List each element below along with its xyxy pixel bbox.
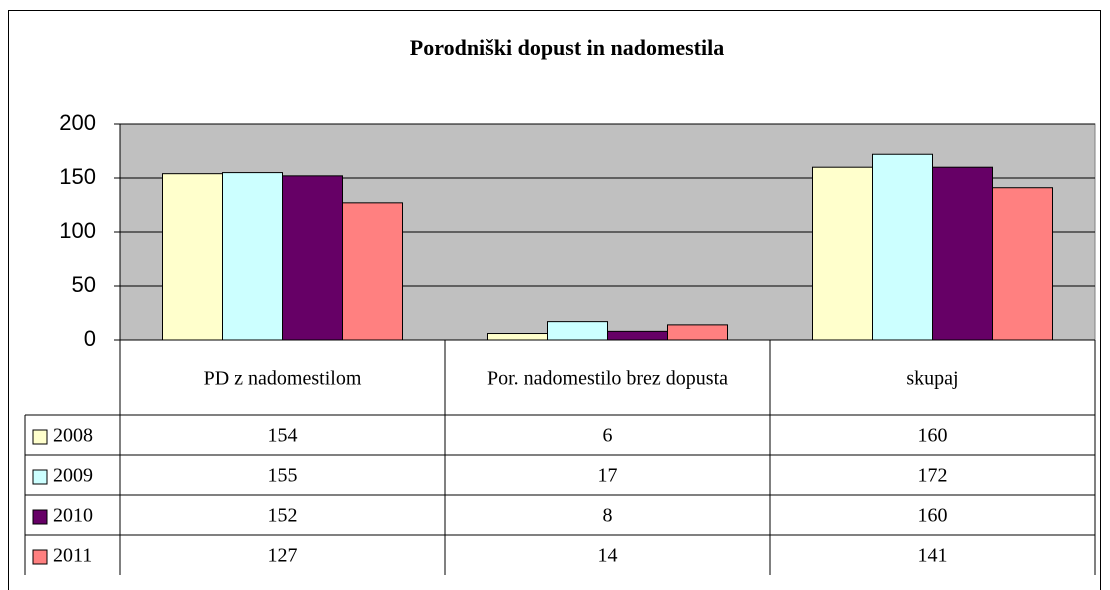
table-value: 141 [918, 545, 948, 567]
table-value: 8 [603, 505, 613, 527]
bar [992, 187, 1053, 341]
bar [222, 172, 283, 341]
legend-swatch [32, 429, 48, 445]
y-tick-label: 200 [59, 110, 96, 135]
x-tick-label: PD z nadomestilom [204, 368, 362, 390]
legend-swatch [32, 549, 48, 565]
table-value: 127 [268, 545, 298, 567]
legend-label: 2008 [53, 425, 93, 447]
legend-swatch [32, 509, 48, 525]
legend-label: 2009 [53, 465, 93, 487]
bar [342, 202, 403, 341]
y-tick-label: 0 [84, 326, 96, 351]
legend-label: 2010 [53, 505, 93, 527]
table-value: 14 [598, 545, 618, 567]
bar [872, 153, 933, 341]
x-tick-label: Por. nadomestilo brez dopusta [487, 368, 728, 390]
table-value: 152 [268, 505, 298, 527]
legend-swatch [32, 469, 48, 485]
table-value: 154 [268, 425, 298, 447]
bar [547, 321, 608, 341]
x-tick-label: skupaj [906, 368, 958, 390]
table-value: 6 [603, 425, 613, 447]
bar [282, 175, 343, 341]
bar [932, 166, 993, 341]
bar [812, 166, 873, 341]
bar [162, 173, 223, 341]
bar [487, 333, 548, 341]
table-value: 17 [598, 465, 618, 487]
table-value: 160 [918, 425, 948, 447]
chart-title: Porodniški dopust in nadomestila [410, 35, 724, 60]
legend-label: 2011 [53, 545, 92, 567]
y-tick-label: 50 [72, 272, 96, 297]
y-tick-label: 150 [59, 164, 96, 189]
bar [607, 330, 668, 341]
y-tick-label: 100 [59, 218, 96, 243]
table-value: 155 [268, 465, 298, 487]
table-value: 172 [918, 465, 948, 487]
bar [667, 324, 728, 341]
table-value: 160 [918, 505, 948, 527]
